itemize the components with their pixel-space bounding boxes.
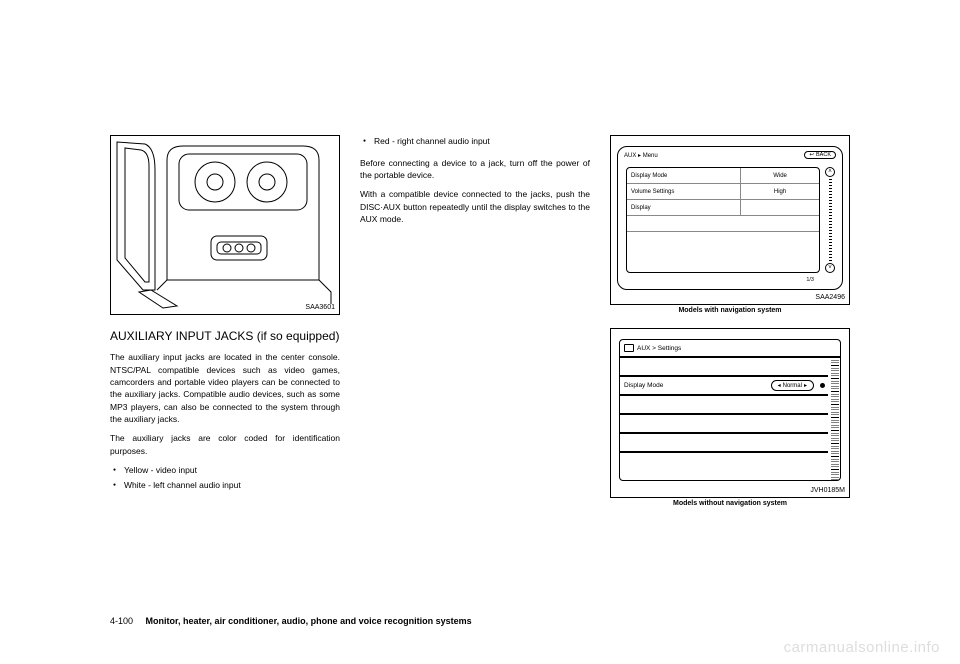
nav-menu-row-empty xyxy=(627,216,819,232)
triangle-left-icon: ◂ xyxy=(778,382,781,389)
figure-id: JVH0185M xyxy=(810,487,845,494)
nonav-row-empty xyxy=(620,396,828,415)
footer-section-title: Monitor, heater, air conditioner, audio,… xyxy=(146,616,472,626)
paragraph: The auxiliary input jacks are located in… xyxy=(110,351,340,425)
figure-nav-screen: AUX ▸ Menu ↩ BACK Display Mode Wide xyxy=(610,135,850,305)
page-number: 4-100 xyxy=(110,616,133,626)
back-label: BACK xyxy=(816,152,831,158)
nav-scroll-controls: ˄ ˅ xyxy=(824,167,836,273)
nav-row-value: Wide xyxy=(741,173,819,179)
bullet-item: White - left channel audio input xyxy=(110,479,340,492)
bullet-list: Red - right channel audio input xyxy=(360,135,590,150)
triangle-right-icon: ▸ xyxy=(804,382,807,389)
value-selector[interactable]: ◂ Normal ▸ xyxy=(771,380,814,391)
nonav-row-empty xyxy=(620,453,828,472)
nav-menu-row-empty xyxy=(627,232,819,248)
nav-row-label: Display Mode xyxy=(627,168,741,183)
figure-caption: Models with navigation system xyxy=(610,307,850,314)
nonav-row-empty xyxy=(620,434,828,453)
nav-screen-bezel: AUX ▸ Menu ↩ BACK Display Mode Wide xyxy=(617,146,843,290)
aux-jacks-illustration xyxy=(115,140,335,310)
nonav-screen-bezel: AUX > Settings Display Mode ◂ Normal ▸ xyxy=(619,339,841,481)
nonav-side-ticks xyxy=(830,358,840,480)
display-icon xyxy=(624,344,634,352)
nav-row-value: High xyxy=(741,189,819,195)
nonav-header: AUX > Settings xyxy=(620,340,840,358)
page-footer: 4-100 Monitor, heater, air conditioner, … xyxy=(110,616,472,626)
column-2: Red - right channel audio input Before c… xyxy=(360,135,590,615)
page-content: SAA3601 AUXILIARY INPUT JACKS (if so equ… xyxy=(110,135,850,615)
scroll-up-button[interactable]: ˄ xyxy=(825,167,835,177)
bullet-list: Yellow - video input White - left channe… xyxy=(110,464,340,494)
column-3: AUX ▸ Menu ↩ BACK Display Mode Wide xyxy=(610,135,850,615)
nonav-row[interactable]: Display Mode ◂ Normal ▸ xyxy=(620,377,828,396)
nav-menu-row[interactable]: Volume Settings High xyxy=(627,184,819,200)
paragraph: With a compatible device connected to th… xyxy=(360,188,590,225)
tick-marks xyxy=(831,358,839,480)
nonav-header-text: AUX > Settings xyxy=(637,345,681,352)
figure-nonav-screen: AUX > Settings Display Mode ◂ Normal ▸ xyxy=(610,328,850,498)
back-arrow-icon: ↩ xyxy=(809,152,814,158)
nav-breadcrumb-a: AUX xyxy=(624,153,636,159)
paragraph: The auxiliary jacks are color coded for … xyxy=(110,432,340,457)
nonav-rows: Display Mode ◂ Normal ▸ xyxy=(620,358,828,480)
back-button[interactable]: ↩ BACK xyxy=(804,151,836,159)
nav-menu-row[interactable]: Display Mode Wide xyxy=(627,168,819,184)
nonav-row-empty xyxy=(620,358,828,377)
column-1: SAA3601 AUXILIARY INPUT JACKS (if so equ… xyxy=(110,135,340,615)
nav-breadcrumb-b: Menu xyxy=(643,153,658,159)
bullet-item: Red - right channel audio input xyxy=(360,135,590,148)
nav-row-label: Volume Settings xyxy=(627,184,741,199)
figure-id: SAA3601 xyxy=(305,304,335,311)
bullet-item: Yellow - video input xyxy=(110,464,340,477)
nonav-row-empty xyxy=(620,415,828,434)
paragraph: Before connecting a device to a jack, tu… xyxy=(360,157,590,182)
figure-id: SAA2496 xyxy=(815,294,845,301)
nav-row-label: Display xyxy=(627,200,741,215)
figure-aux-jacks: SAA3601 xyxy=(110,135,340,315)
nav-menu-list: Display Mode Wide Volume Settings High D… xyxy=(626,167,820,273)
value-text: Normal xyxy=(783,383,802,389)
scroll-track xyxy=(829,179,832,261)
section-heading: AUXILIARY INPUT JACKS (if so equipped) xyxy=(110,329,340,343)
nav-breadcrumb: AUX ▸ Menu xyxy=(624,152,658,159)
figure-caption: Models without navigation system xyxy=(610,500,850,507)
nav-titlebar: AUX ▸ Menu ↩ BACK xyxy=(624,151,836,159)
page-indicator: 1/3 xyxy=(806,277,814,283)
selection-dot-icon xyxy=(820,383,825,388)
nonav-row-label: Display Mode xyxy=(620,382,771,389)
nav-menu-row[interactable]: Display xyxy=(627,200,819,216)
scroll-down-button[interactable]: ˅ xyxy=(825,263,835,273)
watermark: carmanualsonline.info xyxy=(784,639,940,656)
